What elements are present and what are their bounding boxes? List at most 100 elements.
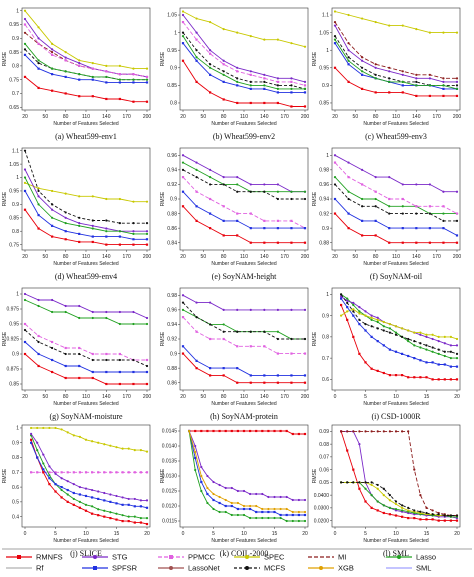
data-point [48,477,51,480]
data-point [361,168,364,171]
data-point [442,205,445,208]
data-point [297,510,300,514]
panel-caption: (h) SoyNAM-protein [210,412,278,421]
data-point [428,73,431,76]
data-point [437,335,440,338]
series-line-mcfs [24,150,147,224]
panel-caption: (g) SoyNAM-moisture [49,412,123,421]
data-point [303,513,307,517]
data-point [290,197,293,201]
data-point [382,320,385,324]
data-point [209,212,212,215]
data-point [37,298,40,302]
data-point [255,492,258,496]
data-point [195,59,198,62]
data-point [374,205,377,208]
x-tick-label: 140 [102,394,111,400]
data-point [388,176,391,179]
data-point [51,235,54,238]
x-tick-label: 20 [454,531,460,537]
data-point [431,337,434,341]
data-point [181,176,185,179]
data-point [23,17,27,21]
data-point [364,500,367,503]
x-tick-label: 15 [424,394,430,400]
data-point [374,20,377,24]
x-tick-label: 0 [24,531,27,537]
data-point [361,87,364,90]
data-point [209,52,212,55]
data-point [23,328,27,332]
data-point [361,219,364,222]
data-point [181,294,185,297]
data-point [209,197,212,201]
data-point [442,241,445,244]
data-point [121,514,124,517]
data-point [455,219,459,222]
data-point [333,10,337,13]
legend-item-spec: SPEC [234,553,285,562]
plot-frame [179,7,309,111]
y-tick-label: 0.96 [319,182,329,188]
data-point [388,430,391,433]
data-point [340,481,343,484]
data-point [78,232,81,235]
x-tick-label: 110 [240,254,248,260]
x-tick-label: 20 [22,254,28,260]
series-line-stg [334,25,457,83]
data-point [23,48,27,51]
data-point [376,320,379,324]
x-tick-label: 170 [280,394,289,400]
data-point [242,489,246,493]
data-point [181,308,185,311]
data-point [297,513,300,517]
data-point [297,498,300,502]
data-point [449,365,452,368]
data-point [285,519,288,523]
data-point [54,472,57,475]
data-point [401,515,404,518]
data-point [23,53,27,56]
data-point [382,371,385,375]
data-point [105,235,108,238]
series-line-rmnfs [182,353,305,384]
data-point [358,318,361,321]
y-tick-label: 0.9 [12,202,19,208]
data-point [133,505,136,508]
data-point [388,212,391,215]
data-point [455,514,459,517]
data-point [419,376,422,379]
y-tick-label: 0.86 [167,380,177,386]
data-point [132,370,135,374]
data-point [276,190,279,193]
x-tick-label: 10 [393,531,399,537]
series-group [333,10,459,98]
data-point [425,333,428,336]
data-point [276,374,279,377]
data-point [23,149,27,152]
data-point [30,441,33,444]
data-point [64,352,67,356]
data-point [255,504,258,508]
y-tick-label: 1 [16,8,19,14]
data-point [263,330,266,333]
data-point [132,238,135,241]
data-point [249,87,252,90]
data-point [230,486,233,490]
x-axis-label: Number of Features Selected [53,121,119,127]
data-point [48,483,51,486]
x-tick-label: 20 [302,531,308,537]
data-point [425,518,428,521]
data-point [267,510,270,514]
series-line-stg [182,154,305,193]
data-point [455,241,459,244]
series-line-rmnfs [334,213,457,244]
panel-caption: (j) SLICE [70,549,102,558]
data-point [236,31,239,34]
y-tick-label: 0.85 [319,101,329,107]
data-point [382,344,385,347]
y-axis-label: RMSE [160,468,166,483]
data-point [42,462,45,465]
data-point [195,316,198,319]
data-point [455,87,459,90]
